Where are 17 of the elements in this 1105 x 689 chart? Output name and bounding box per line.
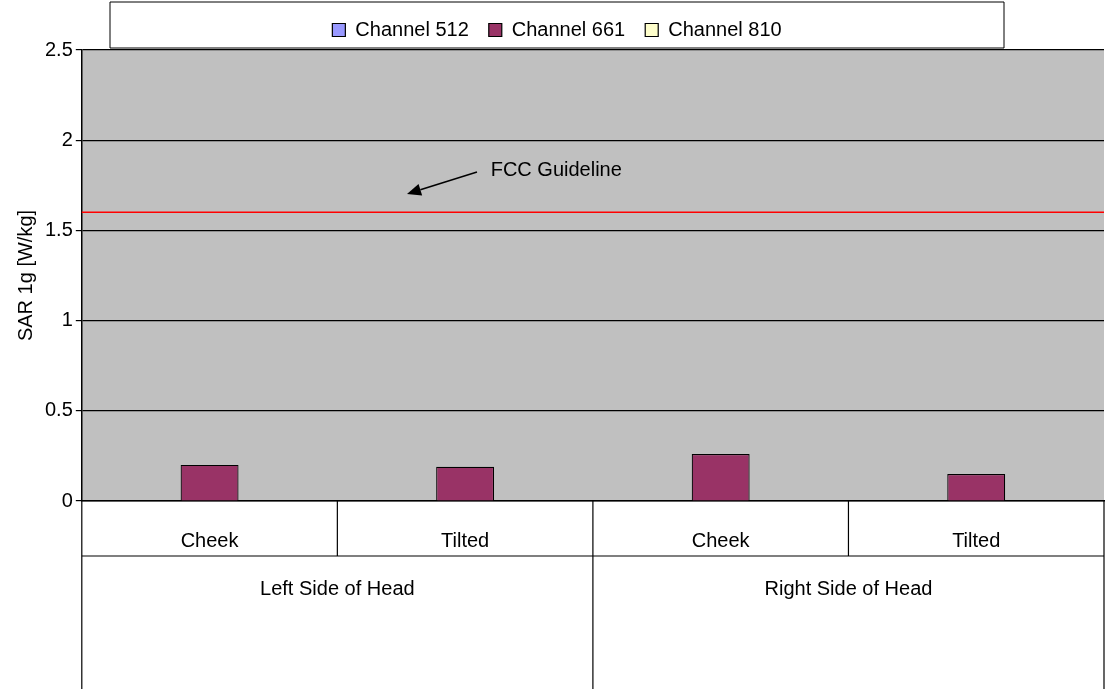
y-tick-label: 2 [61, 127, 73, 150]
x-tick-label: Tilted [441, 528, 490, 551]
x-tick-label: Tilted [952, 528, 1001, 551]
text: Right Side of Head [764, 576, 933, 599]
y-tick-label: 0.5 [44, 398, 73, 421]
y-tick-label: 0 [61, 488, 73, 511]
legend-label: Channel 512 [355, 17, 469, 40]
y-tick-label: 1 [61, 308, 73, 331]
x-tick-label: Cheek [180, 528, 240, 551]
y-tick-label: 2.5 [44, 37, 73, 60]
text: Left Side of Head [260, 576, 415, 599]
legend-label: Channel 661 [511, 17, 626, 40]
y-tick-label: 1.5 [44, 217, 73, 240]
y-axis-title: SAR 1g [W/kg] [13, 209, 36, 342]
x-tick-label: Cheek [691, 528, 751, 551]
legend-label: Channel 810 [668, 17, 782, 40]
ref-line-label: FCC Guideline [490, 157, 622, 180]
